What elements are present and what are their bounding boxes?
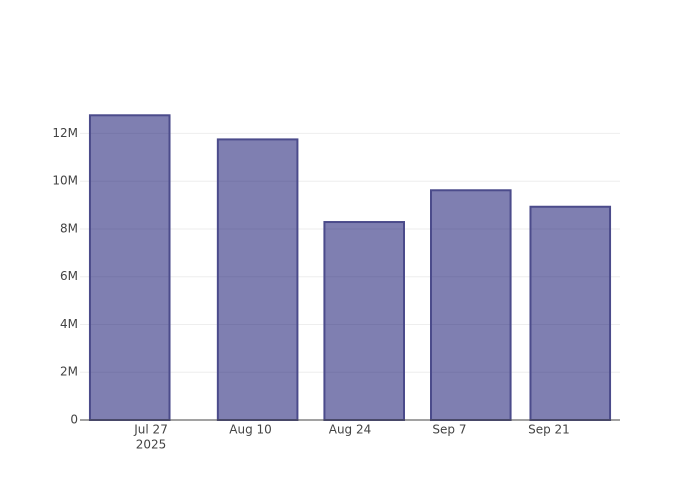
bar <box>529 205 612 421</box>
y-tick-label: 6M <box>60 269 78 283</box>
y-tick-label: 0 <box>70 413 78 427</box>
x-tick-label: Sep 7 <box>432 423 466 437</box>
x-year-label: 2025 <box>136 438 167 452</box>
y-tick-label: 2M <box>60 365 78 379</box>
bar <box>323 221 405 421</box>
x-tick-label: Jul 27 <box>133 423 168 437</box>
x-tick-label: Aug 10 <box>229 423 272 437</box>
y-tick-label: 12M <box>52 126 78 140</box>
y-tick-label: 10M <box>52 174 78 188</box>
x-tick-label: Sep 21 <box>528 423 570 437</box>
bar <box>216 138 299 421</box>
x-tick-label: Aug 24 <box>329 423 372 437</box>
y-tick-label: 8M <box>60 221 78 235</box>
bar <box>88 114 171 422</box>
bar <box>430 189 512 421</box>
y-tick-label: 4M <box>60 317 78 331</box>
